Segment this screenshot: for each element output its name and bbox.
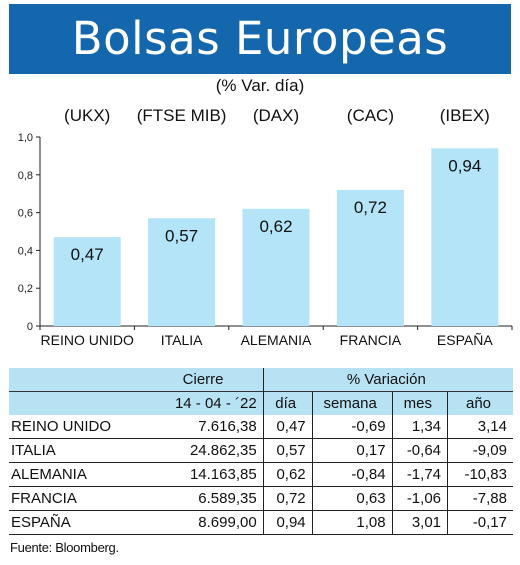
header-date: 14 - 04 - ´22 [147,391,264,415]
row-name: ESPAÑA [9,510,148,535]
row-name: ALEMANIA [9,462,148,487]
cell-ano: 3,14 [447,415,513,439]
cell-dia: 0,72 [262,486,313,511]
table-row: ALEMANIA 14.163,85 0,62 -0,84 -1,74 -10,… [9,462,513,487]
row-name: ITALIA [9,438,148,463]
header-mes: mes [391,391,448,415]
header-blank [9,368,148,392]
cell-ano: -7,88 [447,486,513,511]
y-tick-label: 0,4 [18,245,33,257]
cell-mes: -1,06 [391,486,448,511]
bar-value-label: 0,47 [71,245,104,264]
bar-chart: 0 0,2 0,4 0,6 0,8 1,0 0,47 REINO UNIDO (UKX) 0,57… [18,106,513,348]
cell-dia: 0,57 [262,438,313,463]
header-dia: día [262,391,313,415]
y-tick-label: 0,6 [18,208,33,220]
bar [431,148,499,326]
cell-cierre: 24.862,35 [147,438,264,463]
header-cierre: Cierre [147,368,264,392]
row-name: REINO UNIDO [9,415,148,439]
cell-cierre: 8.699,00 [147,510,264,535]
header-blank-2 [9,391,148,415]
bar [53,237,121,326]
index-label: (DAX) [253,106,299,125]
cell-cierre: 6.589,35 [147,486,264,511]
cell-dia: 0,62 [262,462,313,487]
cell-ano: -9,09 [447,438,513,463]
x-category-label: REINO UNIDO [41,332,134,348]
cell-semana: -0,84 [311,462,393,487]
index-label: (FTSE MIB) [137,106,227,125]
bar-value-label: 0,94 [448,156,481,175]
index-label: (CAC) [347,106,394,125]
x-category-label: ITALIA [161,332,203,348]
bar-value-label: 0,57 [165,226,198,245]
cell-ano: -0,17 [447,510,513,535]
table-column-header-row: 14 - 04 - ´22 día semana mes año [9,391,513,415]
cell-semana: 0,63 [311,486,393,511]
cell-dia: 0,94 [262,510,313,535]
x-category-label: ALEMANIA [241,332,312,348]
row-name: FRANCIA [9,486,148,511]
bar [242,208,310,326]
y-tick-label: 0,8 [18,170,33,182]
table-row: REINO UNIDO 7.616,38 0,47 -0,69 1,34 3,1… [9,415,513,439]
bar [148,218,216,326]
index-label: (IBEX) [440,106,490,125]
y-tick-label: 1,0 [18,132,33,144]
source-note: Fuente: Bloomberg. [10,540,119,555]
cell-mes: -0,64 [391,438,448,463]
cell-mes: 1,34 [391,415,448,439]
x-category-label: ESPAÑA [437,332,493,348]
bar [336,189,404,326]
cell-semana: -0,69 [311,415,393,439]
y-tick-label: 0 [27,321,33,333]
cell-mes: 3,01 [391,510,448,535]
bar-value-label: 0,62 [259,217,292,236]
bar-value-label: 0,72 [354,198,387,217]
cell-semana: 0,17 [311,438,393,463]
index-label: (UKX) [64,106,110,125]
table-group-header-row: Cierre % Variación [9,368,513,392]
cell-cierre: 7.616,38 [147,415,264,439]
cell-mes: -1,74 [391,462,448,487]
chart-subtitle: (% Var. día) [215,76,305,95]
market-table: Cierre % Variación 14 - 04 - ´22 día sem… [9,368,513,535]
cell-cierre: 14.163,85 [147,462,264,487]
table-row: FRANCIA 6.589,35 0,72 0,63 -1,06 -7,88 [9,486,513,511]
table-row: ESPAÑA 8.699,00 0,94 1,08 3,01 -0,17 [9,510,513,535]
cell-semana: 1,08 [311,510,393,535]
chart-title: Bolsas Europeas [9,4,511,74]
table-row: ITALIA 24.862,35 0,57 0,17 -0,64 -9,09 [9,438,513,463]
x-category-label: FRANCIA [340,332,402,348]
header-semana: semana [311,391,393,415]
y-tick-label: 0,2 [18,283,33,295]
header-ano: año [447,391,513,415]
header-variacion: % Variación [262,368,513,392]
cell-ano: -10,83 [447,462,513,487]
cell-dia: 0,47 [262,415,313,439]
